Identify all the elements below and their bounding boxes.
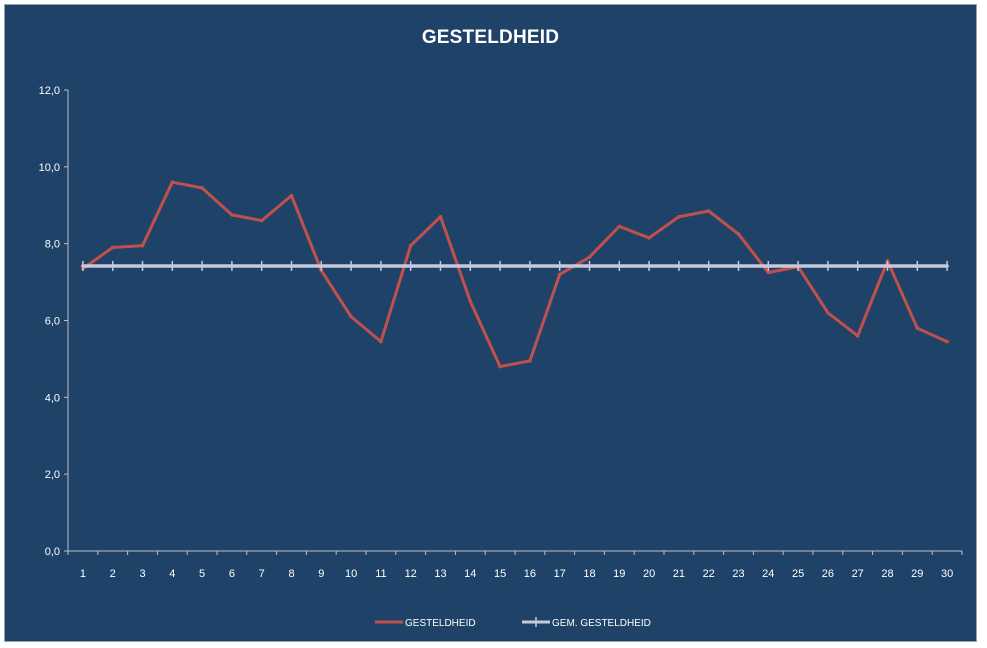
series-line [81,180,949,369]
x-tick-label: 14 [464,568,476,580]
legend-label: GEM. GESTELDHEID [552,618,651,629]
x-tick-label: 4 [169,568,175,580]
x-tick-label: 17 [554,568,566,580]
data-point [617,224,622,229]
x-tick-label: 22 [703,568,715,580]
x-tick-label: 25 [792,568,804,580]
x-tick-label: 18 [583,568,595,580]
x-tick-label: 24 [762,568,774,580]
x-tick-label: 19 [613,568,625,580]
data-point [259,218,264,223]
data-point [498,364,502,369]
chart-title: GESTELDHEID [421,27,560,48]
data-point [170,180,175,184]
data-point [915,326,920,330]
legend-label: GESTELDHEID [405,618,476,629]
data-point [647,236,651,240]
x-tick-label: 11 [375,568,386,580]
x-tick-label: 3 [139,568,145,580]
data-point [766,270,771,275]
y-tick-label: 4,0 [45,392,60,404]
y-tick-label: 6,0 [45,316,60,328]
x-tick-label: 28 [881,568,893,580]
x-tick-label: 26 [822,568,834,580]
chart-frame: GESTELDHEID [4,4,977,642]
data-point [408,243,413,248]
x-tick-label: 29 [911,568,923,580]
x-tick-label: 16 [524,568,536,580]
x-tick-label: 9 [318,568,324,580]
x-tick-label: 30 [941,568,953,580]
y-tick-label: 2,0 [45,469,60,481]
data-point [110,245,115,250]
y-tick-label: 12,0 [39,85,60,97]
x-tick-label: 27 [852,568,864,580]
data-point [528,359,532,363]
x-tick-label: 1 [80,568,86,580]
x-tick-label: 10 [345,568,357,580]
data-point [855,334,860,338]
data-point [349,314,353,319]
data-point [587,255,592,259]
data-point [557,272,562,277]
data-point [826,311,830,315]
x-tick-label: 5 [199,568,205,580]
y-tick-label: 8,0 [45,239,60,251]
x-tick-label: 12 [405,568,417,580]
x-tick-label: 21 [673,568,685,580]
data-point [230,213,234,217]
y-tick-label: 0,0 [45,546,60,558]
x-tick-label: 13 [434,568,446,580]
x-tick-label: 23 [732,568,744,580]
data-point [438,214,443,219]
data-point [736,232,741,236]
x-tick-label: 15 [494,568,506,580]
data-point [379,339,383,344]
data-point [677,214,681,219]
data-point [945,339,949,344]
data-point [289,193,294,198]
y-tick-label: 10,0 [39,162,60,174]
x-tick-label: 20 [643,568,655,580]
x-tick-label: 8 [288,568,294,580]
x-tick-label: 7 [259,568,265,580]
data-point [468,299,473,304]
x-tick-label: 2 [110,568,116,580]
data-point [140,243,145,248]
x-tick-label: 6 [229,568,235,580]
data-point [706,209,711,213]
data-point [200,186,204,190]
